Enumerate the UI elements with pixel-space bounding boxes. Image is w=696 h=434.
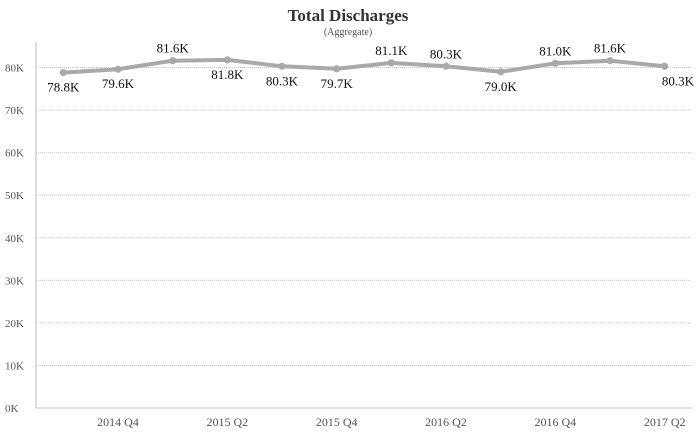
data-label: 80.3K xyxy=(662,73,695,88)
x-tick-label: 2015 Q2 xyxy=(206,415,248,429)
data-label: 79.7K xyxy=(321,76,354,91)
x-tick-label: 2017 Q2 xyxy=(644,415,686,429)
data-label: 80.3K xyxy=(430,46,463,61)
data-label: 79.0K xyxy=(485,79,518,94)
series-line xyxy=(61,57,667,75)
data-point xyxy=(223,56,231,64)
x-tick-label: 2016 Q2 xyxy=(425,415,467,429)
x-tick-label: 2016 Q4 xyxy=(534,415,576,429)
data-point xyxy=(606,57,614,65)
data-point xyxy=(387,59,395,67)
grid-lines xyxy=(35,42,692,409)
data-points xyxy=(59,56,669,77)
data-point xyxy=(442,62,450,70)
data-label: 79.6K xyxy=(102,76,135,91)
data-labels: 78.8K 79.6K 81.6K 81.8K 80.3K 79.7K 81.1K 80.3K… xyxy=(47,41,694,95)
y-tick-label: 10K xyxy=(5,360,24,372)
chart-subtitle: (Aggregate) xyxy=(324,27,372,38)
x-axis-ticks: 2014 Q4 2015 Q2 2015 Q4 2016 Q2 2016 Q4 2017 … xyxy=(97,415,685,429)
data-point xyxy=(114,65,122,73)
data-point xyxy=(661,62,669,70)
data-label: 81.0K xyxy=(539,43,572,58)
data-label: 78.8K xyxy=(47,80,80,95)
data-point xyxy=(59,69,67,77)
y-tick-label: 60K xyxy=(5,148,24,160)
data-point xyxy=(333,65,341,73)
y-tick-label: 70K xyxy=(5,105,24,117)
data-label: 81.1K xyxy=(375,43,408,58)
data-label: 81.8K xyxy=(211,67,244,82)
x-tick-label: 2014 Q4 xyxy=(97,415,139,429)
data-label: 81.6K xyxy=(594,41,627,56)
data-label: 81.6K xyxy=(157,41,190,56)
y-tick-label: 20K xyxy=(5,318,24,330)
chart-title: Total Discharges xyxy=(288,6,409,25)
y-tick-label: 80K xyxy=(5,63,24,75)
data-point xyxy=(551,59,559,67)
data-point xyxy=(278,62,286,70)
y-tick-label: 50K xyxy=(5,190,24,202)
data-label: 80.3K xyxy=(266,73,299,88)
y-tick-label: 40K xyxy=(5,233,24,245)
data-point xyxy=(497,68,505,76)
series-total-discharges xyxy=(61,57,667,75)
data-point xyxy=(169,57,177,65)
y-tick-label: 30K xyxy=(5,275,24,287)
x-tick-label: 2015 Q4 xyxy=(316,415,358,429)
y-tick-label: 0K xyxy=(5,403,19,415)
y-axis-ticks: 0K 10K 20K 30K 40K 50K 60K 70K 80K xyxy=(5,63,24,415)
